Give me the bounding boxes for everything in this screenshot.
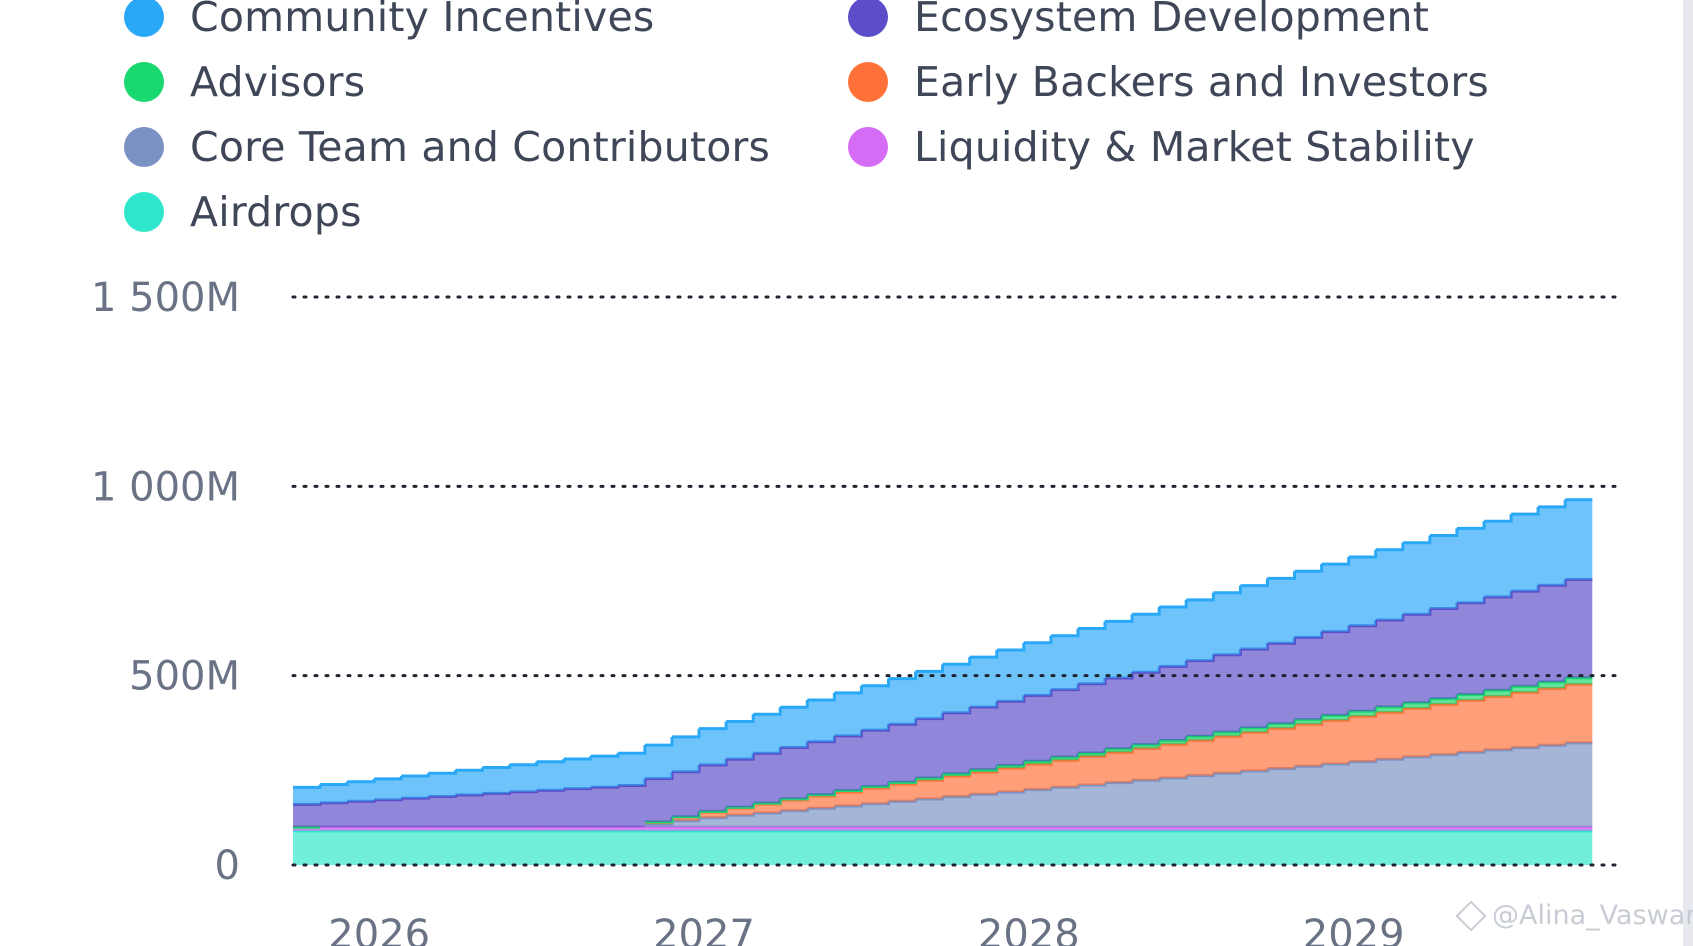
watermark: @Alina_Vaswani <box>1455 899 1693 932</box>
legend-item-early-backers[interactable]: Early Backers and Investors <box>848 57 1489 107</box>
legend-item-advisors[interactable]: Advisors <box>124 57 365 107</box>
legend-dot-ecosystem-development <box>848 0 888 37</box>
x-tick-label: 2028 <box>978 912 1080 946</box>
y-tick-label: 1 000M <box>91 464 240 510</box>
legend-dot-core-team <box>124 127 164 167</box>
legend-item-liquidity[interactable]: Liquidity & Market Stability <box>848 122 1475 172</box>
legend-dot-airdrops <box>124 192 164 232</box>
y-tick-label: 500M <box>129 654 240 700</box>
y-axis: 0 500M 1 000M 1 500M <box>91 275 240 889</box>
legend-dot-community-incentives <box>124 0 164 37</box>
x-tick-label: 2026 <box>328 912 430 946</box>
area-ecosystem-development <box>293 579 1593 828</box>
x-tick-label: 2027 <box>653 912 755 946</box>
x-tick-label: 2029 <box>1303 912 1405 946</box>
line-community-incentives <box>293 498 1593 789</box>
area-community-incentives <box>293 499 1593 805</box>
legend-label: Liquidity & Market Stability <box>914 123 1475 171</box>
legend-item-community-incentives[interactable]: Community Incentives <box>124 0 654 42</box>
legend-label: Ecosystem Development <box>914 0 1429 41</box>
y-tick-label: 0 <box>215 843 240 889</box>
legend-label: Core Team and Contributors <box>190 123 771 171</box>
legend-label: Early Backers and Investors <box>914 58 1489 106</box>
gridlines <box>291 295 1617 867</box>
legend-dot-advisors <box>124 62 164 102</box>
y-tick-label: 1 500M <box>91 275 240 321</box>
x-axis: 2026 2027 2028 2029 <box>328 912 1404 946</box>
area-airdrops <box>293 830 1593 865</box>
legend-item-airdrops[interactable]: Airdrops <box>124 187 362 237</box>
legend-item-core-team[interactable]: Core Team and Contributors <box>124 122 770 172</box>
right-edge-divider <box>1683 0 1693 946</box>
area-core-team-and-contributors <box>293 742 1593 828</box>
legend-label: Community Incentives <box>190 0 655 41</box>
legend-label: Airdrops <box>190 188 362 236</box>
watermark-text: @Alina_Vaswani <box>1492 900 1693 931</box>
legend-dot-early-backers <box>848 62 888 102</box>
series-areas <box>293 498 1593 865</box>
legend-item-ecosystem-development[interactable]: Ecosystem Development <box>848 0 1429 42</box>
watermark-logo-icon <box>1455 899 1487 932</box>
legend-label: Advisors <box>190 58 366 106</box>
legend-dot-liquidity <box>848 127 888 167</box>
area-early-backers-and-investors <box>293 684 1593 828</box>
